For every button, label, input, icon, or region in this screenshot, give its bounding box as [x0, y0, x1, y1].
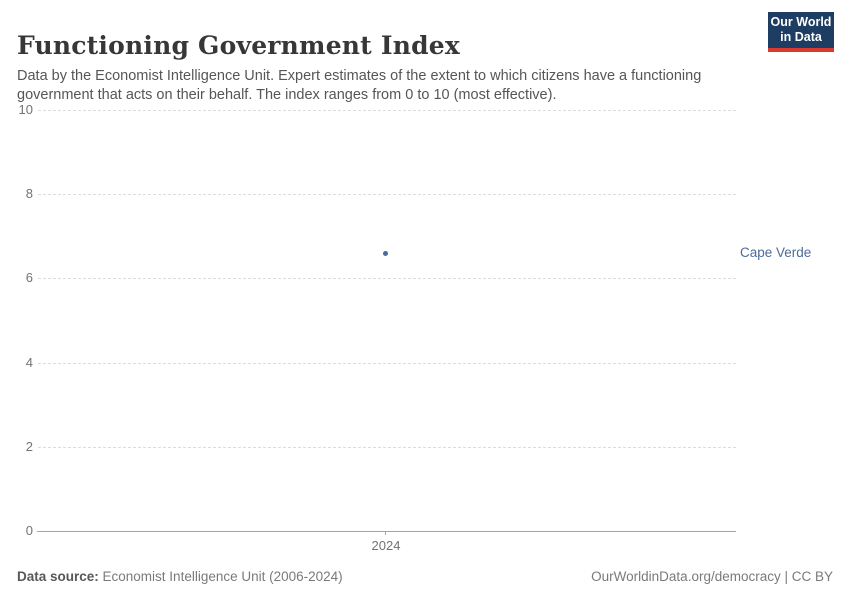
entity-label: Cape Verde [740, 245, 812, 261]
owid-logo: Our World in Data [768, 12, 834, 52]
data-source-text: Economist Intelligence Unit (2006-2024) [98, 569, 343, 584]
y-tick-label: 2 [25, 438, 33, 454]
gridline-y-4 [38, 362, 736, 364]
data-source: Data source: Economist Intelligence Unit… [17, 569, 343, 584]
gridline-y-2 [38, 446, 736, 448]
gridline-y-8 [38, 194, 736, 196]
data-point [382, 250, 388, 256]
y-tick-label: 10 [18, 102, 33, 117]
chart-subtitle: Data by the Economist Intelligence Unit.… [17, 67, 702, 103]
y-tick-label: 8 [25, 186, 33, 202]
x-axis-tick [385, 531, 386, 535]
data-source-label: Data source: [17, 569, 99, 584]
page-title: Functioning Government Index [17, 30, 460, 60]
x-axis-line [37, 531, 736, 532]
x-tick-label: 2024 [371, 538, 401, 553]
gridline-y-10 [38, 110, 736, 111]
license-link[interactable]: OurWorldinData.org/democracy | CC BY [591, 569, 833, 584]
owid-logo-line1: Our World [770, 14, 832, 29]
owid-logo-line2: in Data [780, 30, 822, 44]
y-tick-label: 4 [25, 354, 33, 370]
y-tick-label: 6 [25, 270, 33, 286]
gridline-y-6 [38, 278, 736, 280]
y-tick-label: 0 [25, 523, 33, 538]
